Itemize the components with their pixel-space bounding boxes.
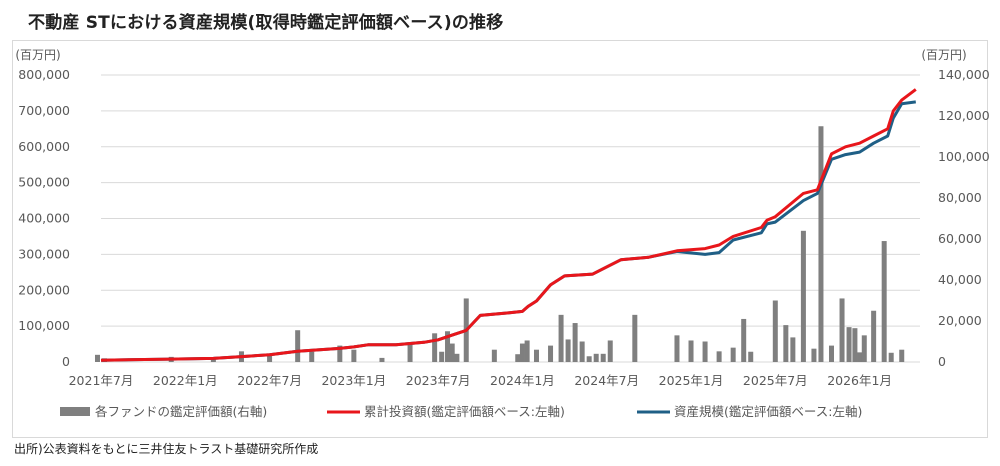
right-unit-label: (百万円) (921, 48, 966, 62)
fund-bar (572, 323, 578, 362)
fund-bar (565, 339, 571, 362)
fund-bar (593, 353, 599, 362)
left-tick-label: 200,000 (18, 282, 70, 297)
fund-bar (295, 330, 301, 362)
fund-bar (839, 298, 845, 362)
right-tick-label: 120,000 (938, 108, 990, 123)
chart-frame (12, 40, 988, 438)
legend-label-bars: 各ファンドの鑑定評価額(右軸) (95, 404, 267, 419)
fund-bar (772, 300, 778, 362)
fund-bar (818, 126, 824, 362)
right-tick-label: 0 (938, 354, 946, 369)
fund-bar (852, 328, 858, 362)
fund-bar (439, 351, 445, 362)
fund-bar (716, 351, 722, 362)
x-tick-label: 2022年7月 (237, 373, 302, 388)
left-tick-label: 500,000 (18, 175, 70, 190)
fund-bar (491, 349, 497, 362)
right-tick-label: 20,000 (938, 313, 982, 328)
x-tick-label: 2024年1月 (490, 373, 555, 388)
fund-bar (515, 354, 521, 362)
fund-bar (881, 241, 887, 362)
fund-bar (267, 353, 273, 362)
fund-bar (888, 352, 894, 362)
fund-bar (730, 347, 736, 362)
left-tick-label: 100,000 (18, 318, 70, 333)
fund-bar (688, 340, 694, 362)
left-tick-label: 600,000 (18, 139, 70, 154)
fund-bar (309, 351, 315, 362)
right-tick-label: 80,000 (938, 190, 982, 205)
fund-bar (379, 357, 385, 362)
fund-bar (741, 318, 747, 362)
fund-bar (632, 314, 638, 362)
x-tick-label: 2025年7月 (743, 373, 808, 388)
left-tick-label: 800,000 (18, 67, 70, 82)
fund-bar (783, 325, 789, 362)
fund-bar (94, 354, 100, 362)
fund-bar (899, 349, 905, 362)
legend-label-asset: 資産規模(鑑定評価額ベース:左軸) (674, 404, 862, 419)
left-axis-labels: 0 100,000 200,000 300,000 400,000 500,000 600,… (18, 67, 70, 369)
fund-bar (454, 353, 460, 362)
chart-title: 不動産 STにおける資産規模(取得時鑑定評価額ベース)の推移 (28, 13, 504, 33)
fund-bar (800, 230, 806, 362)
fund-bar (519, 343, 525, 362)
gridlines (101, 74, 920, 363)
fund-bar (702, 341, 708, 362)
fund-bar (811, 348, 817, 362)
legend: 各ファンドの鑑定評価額(右軸) 累計投資額(鑑定評価額ベース:左軸) 資産規模(… (60, 404, 862, 419)
x-axis-labels: 2021年7月 2022年1月 2022年7月 2023年1月 2023年7月 2024年… (69, 373, 892, 388)
fund-bar (846, 327, 852, 362)
left-tick-label: 0 (62, 354, 70, 369)
left-tick-label: 300,000 (18, 246, 70, 261)
left-unit-label: (百万円) (15, 48, 60, 62)
fund-bar (871, 310, 877, 362)
fund-bar (351, 349, 357, 362)
asset-size-line (100, 100, 916, 362)
right-axis-labels: 0 20,000 40,000 60,000 80,000 100,000 120,000 1… (938, 67, 990, 369)
fund-bar (445, 331, 451, 362)
x-tick-label: 2022年1月 (153, 373, 218, 388)
fund-bar (607, 340, 613, 362)
left-tick-label: 700,000 (18, 103, 70, 118)
fund-bar (407, 343, 413, 362)
fund-bar (210, 358, 216, 362)
fund-bar (600, 353, 606, 362)
fund-bar (524, 340, 530, 362)
legend-label-cumulative: 累計投資額(鑑定評価額ベース:左軸) (364, 404, 565, 419)
x-tick-label: 2021年7月 (69, 373, 134, 388)
fund-bar (337, 345, 343, 362)
fund-bar (790, 337, 796, 362)
right-tick-label: 60,000 (938, 231, 982, 246)
fund-bar (449, 343, 455, 362)
source-note: 出所)公表資料をもとに三井住友トラスト基礎研究所作成 (14, 442, 319, 456)
fund-bar (674, 335, 680, 362)
series-lines (100, 88, 917, 362)
fund-bar (586, 356, 592, 362)
fund-bar (432, 333, 438, 362)
cumulative-investment-line (100, 88, 917, 362)
fund-bar (861, 335, 867, 362)
x-tick-label: 2023年7月 (406, 373, 471, 388)
legend-swatch-bars (60, 407, 90, 416)
x-tick-label: 2025年1月 (659, 373, 724, 388)
right-tick-label: 140,000 (938, 67, 990, 82)
fund-bar (558, 314, 564, 362)
x-tick-label: 2024年7月 (574, 373, 639, 388)
right-tick-label: 40,000 (938, 272, 982, 287)
fund-bar (548, 345, 554, 362)
fund-bar (857, 352, 863, 362)
left-tick-label: 400,000 (18, 211, 70, 226)
fund-bars (94, 126, 905, 362)
x-tick-label: 2023年1月 (321, 373, 386, 388)
fund-bar (828, 345, 834, 362)
x-tick-label: 2026年1月 (827, 373, 892, 388)
right-tick-label: 100,000 (938, 149, 990, 164)
fund-bar (533, 349, 539, 362)
fund-bar (748, 351, 754, 362)
fund-bar (579, 341, 585, 362)
